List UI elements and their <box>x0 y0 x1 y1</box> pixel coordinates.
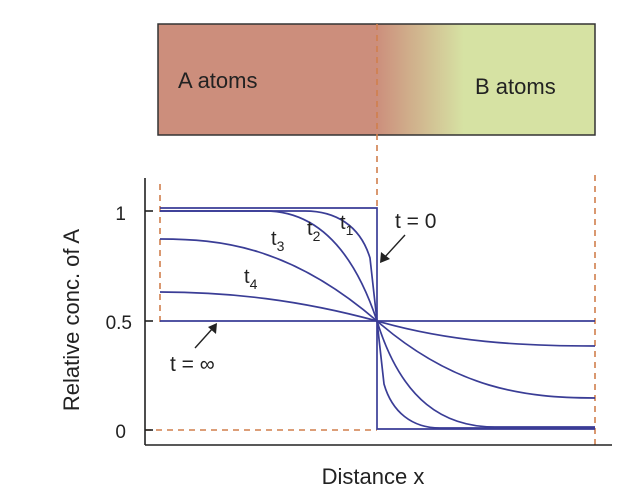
dashed-guides <box>145 24 596 445</box>
t1-label: t1 <box>340 212 354 238</box>
y-tick-label-05: 0.5 <box>106 313 132 334</box>
axes <box>144 178 612 446</box>
t0-arrowhead <box>380 252 390 263</box>
y-tick-label-0: 0 <box>115 422 126 443</box>
x-axis-title: Distance x <box>322 464 425 489</box>
tinf-arrowhead <box>208 323 217 334</box>
a-atoms-label: A atoms <box>178 68 257 93</box>
b-atoms-label: B atoms <box>475 74 556 99</box>
t3-label: t3 <box>271 228 285 254</box>
arrows <box>194 234 406 349</box>
curve-t4 <box>159 291 596 347</box>
t2-label: t2 <box>307 218 321 244</box>
t0-arrow <box>383 234 406 259</box>
tinf-label: t = ∞ <box>170 353 215 376</box>
tinf-arrow <box>194 327 214 349</box>
y-axis-title: Relative conc. of A <box>59 229 84 412</box>
y-tick-label-1: 1 <box>115 204 126 225</box>
t0-label: t = 0 <box>395 210 436 233</box>
t4-label: t4 <box>244 266 258 292</box>
curves <box>159 207 596 430</box>
